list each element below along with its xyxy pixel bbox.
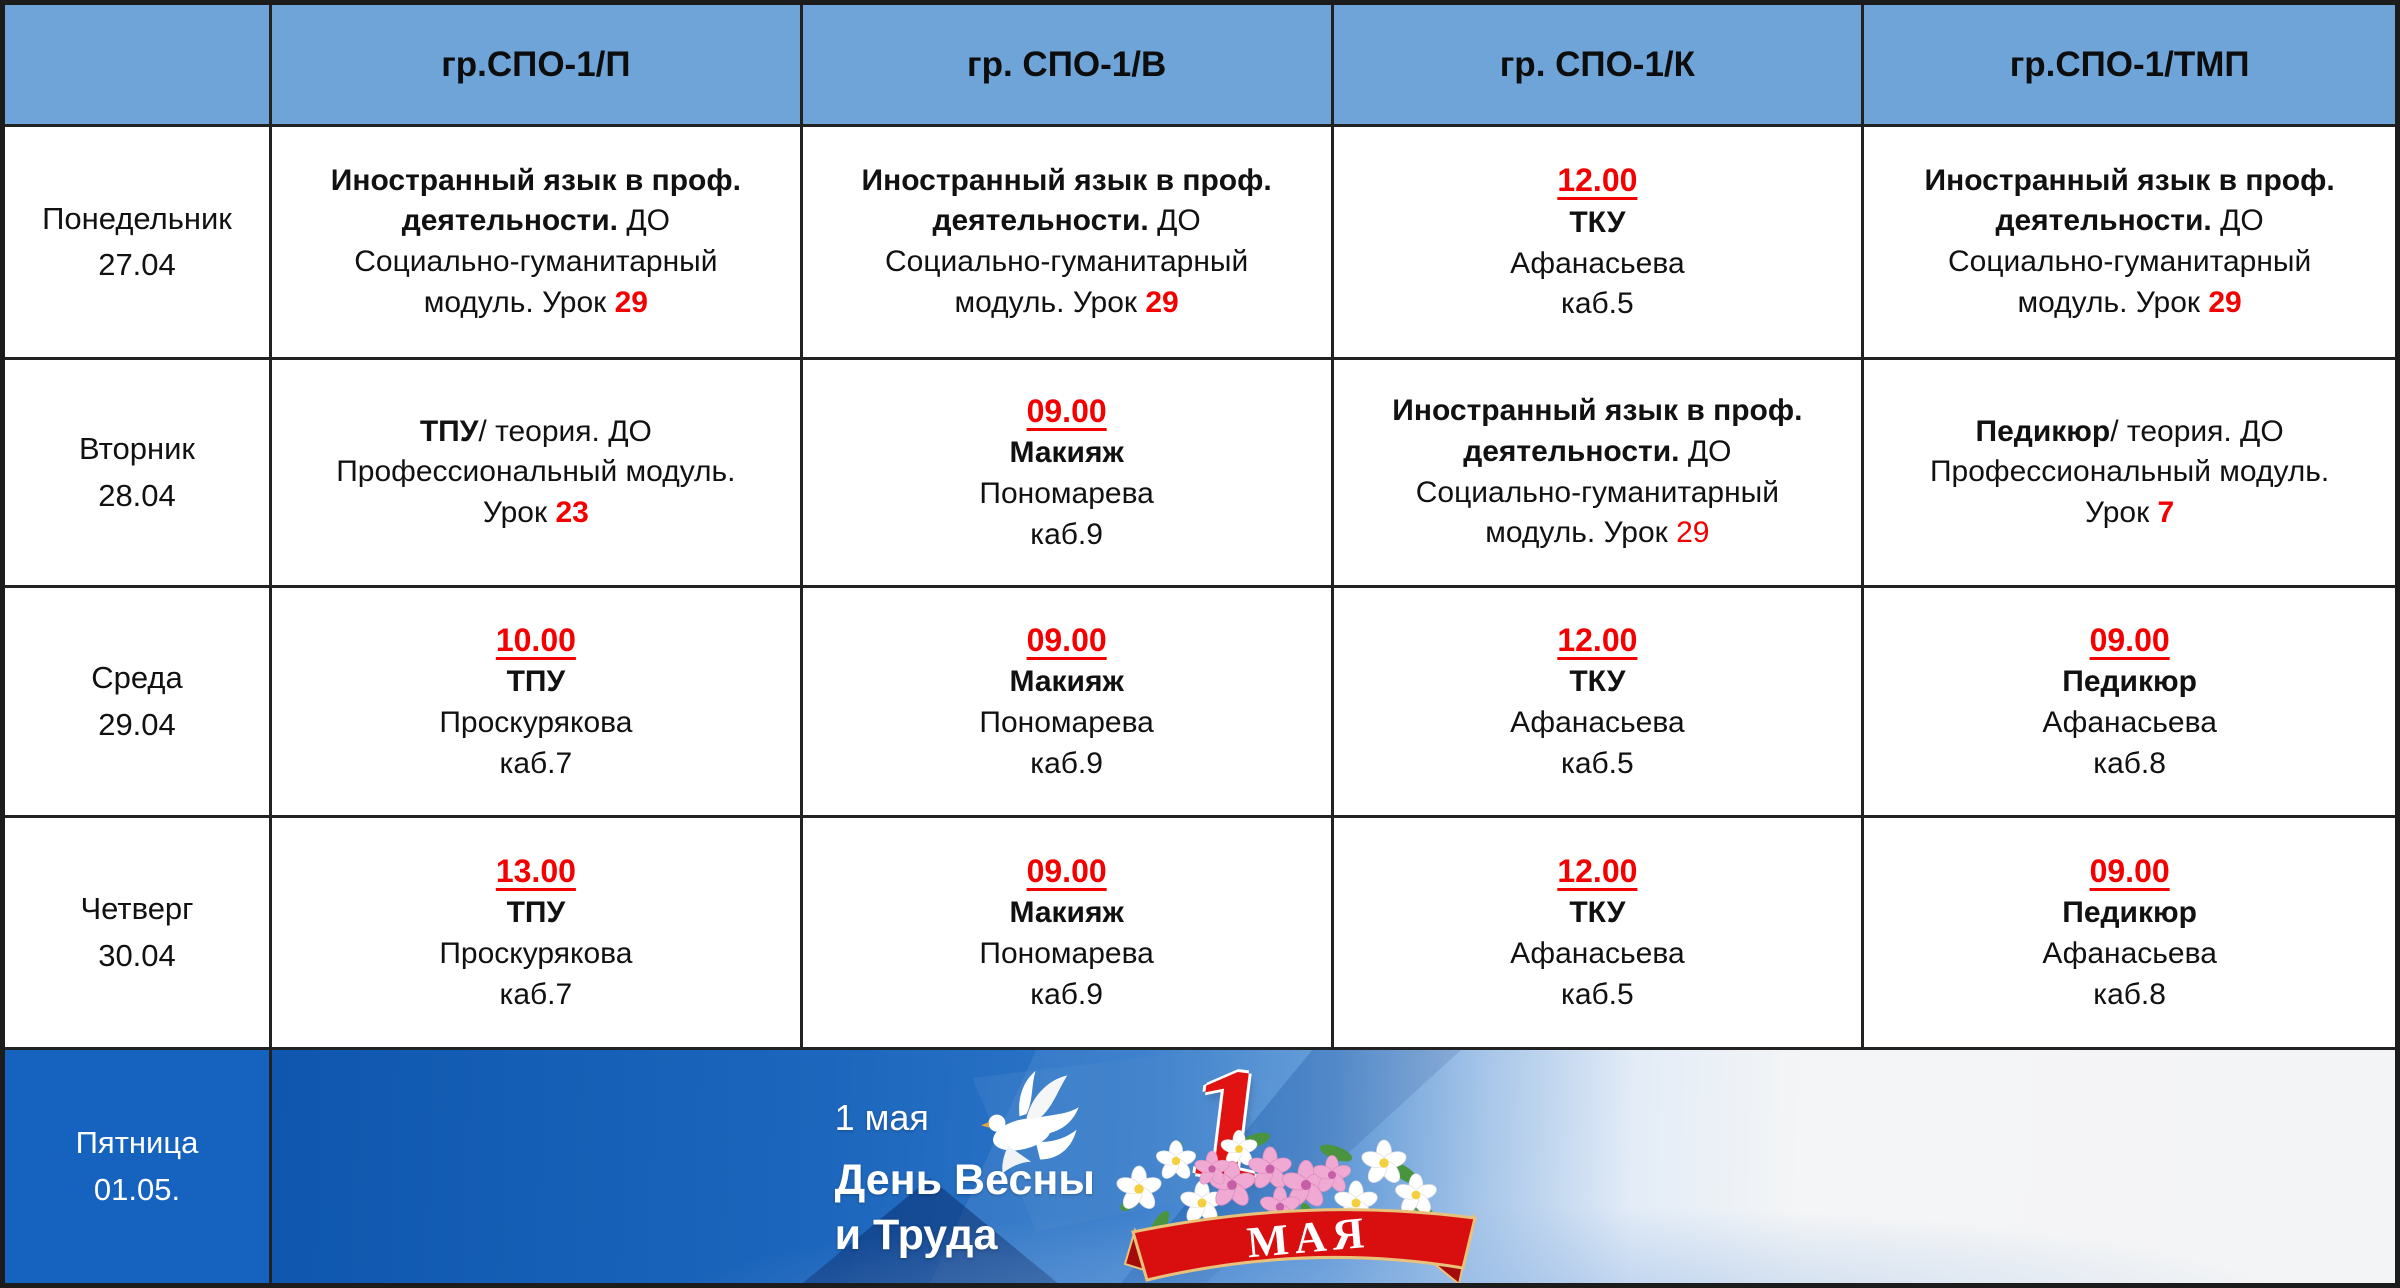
day-date: 27.04 [98, 247, 176, 282]
day-cell: Среда 29.04 [5, 588, 272, 818]
column-header-spo-1-v: гр. СПО-1/В [802, 5, 1334, 127]
day-cell: Понедельник 27.04 [5, 127, 272, 360]
column-header-spo-1-p: гр.СПО-1/П [272, 5, 803, 127]
banner-date-label: 1 мая [834, 1096, 929, 1138]
day-date: 01.05. [93, 1171, 181, 1207]
schedule-cell: 12.00 ТКУ Афанасьева каб.5 [1333, 588, 1865, 818]
schedule-cell: 09.00 Макияж Пономарева каб.9 [802, 588, 1334, 818]
ribbon-text: МАЯ [1245, 1208, 1372, 1268]
dove-icon [980, 1070, 1079, 1174]
schedule-cell: 12.00 ТКУ Афанасьева каб.5 [1333, 818, 1865, 1050]
schedule-cell: 13.00 ТПУ Проскурякова каб.7 [272, 818, 803, 1050]
schedule-cell: Иностранный язык в проф. деятельности. ДО… [272, 127, 803, 360]
day-name: Четверг [80, 891, 194, 926]
day-cell: Вторник 28.04 [5, 360, 272, 588]
day-name: Вторник [79, 431, 195, 466]
schedule-cell: 12.00 ТКУ Афанасьева каб.5 [1333, 127, 1865, 360]
schedule-cell: ТПУ/ теория. ДО Профессиональный модуль. У… [272, 360, 803, 588]
schedule-cell: 10.00 ТПУ Проскурякова каб.7 [272, 588, 803, 818]
day-name: Понедельник [42, 200, 232, 236]
schedule-cell: Иностранный язык в проф. деятельности. ДО… [802, 127, 1334, 360]
corner-cell [5, 5, 272, 127]
day-name: Пятница [75, 1125, 199, 1160]
schedule-cell: Педикюр/ теория. ДО Профессиональный моду… [1864, 360, 2395, 588]
banner-holiday-title: День Весны и Труда [835, 1153, 1095, 1263]
day-name: Среда [91, 660, 183, 695]
schedule-cell: Иностранный язык в проф. деятельности. ДО… [1864, 127, 2395, 360]
schedule-cell: 09.00 Макияж Пономарева каб.9 [802, 360, 1334, 588]
schedule-cell: Иностранный язык в проф. деятельности. ДО… [1333, 360, 1865, 588]
day-date: 28.04 [98, 477, 176, 513]
day-date: 30.04 [98, 937, 176, 973]
column-header-spo-1-k: гр. СПО-1/К [1333, 5, 1865, 127]
column-header-spo-1-tmp: гр.СПО-1/ТМП [1864, 5, 2395, 127]
schedule-cell: 09.00 Макияж Пономарева каб.9 [802, 818, 1334, 1050]
may-day-banner: 1 мая День Весны и Труда 1 [272, 1050, 2395, 1283]
ribbon-graphic: МАЯ [1123, 1208, 1478, 1283]
schedule-cell: 09.00 Педикюр Афанасьева каб.8 [1864, 588, 2395, 818]
banner-title-line2: и Труда [834, 1210, 998, 1259]
day-cell: Четверг 30.04 [5, 818, 272, 1050]
day-date: 29.04 [98, 706, 176, 742]
day-cell-friday: Пятница 01.05. [5, 1050, 272, 1283]
banner-title-line1: День Весны [834, 1155, 1096, 1204]
schedule-cell: 09.00 Педикюр Афанасьева каб.8 [1864, 818, 2395, 1050]
